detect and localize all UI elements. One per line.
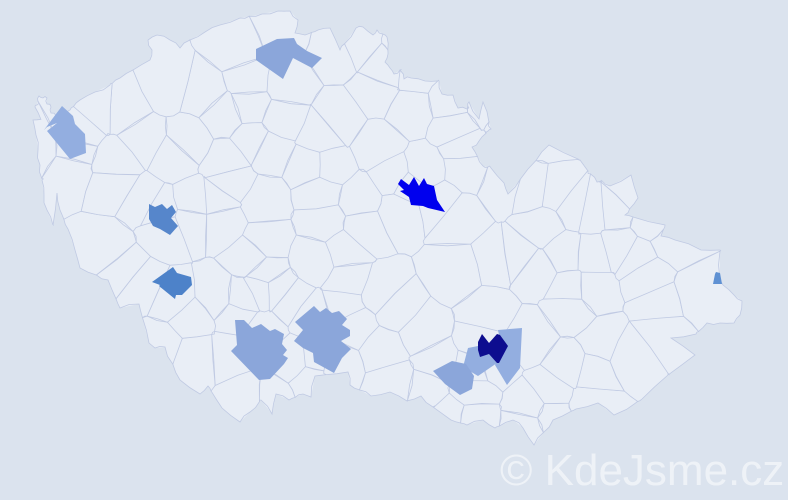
- svg-text:© KdeJsme.cz: © KdeJsme.cz: [500, 446, 784, 495]
